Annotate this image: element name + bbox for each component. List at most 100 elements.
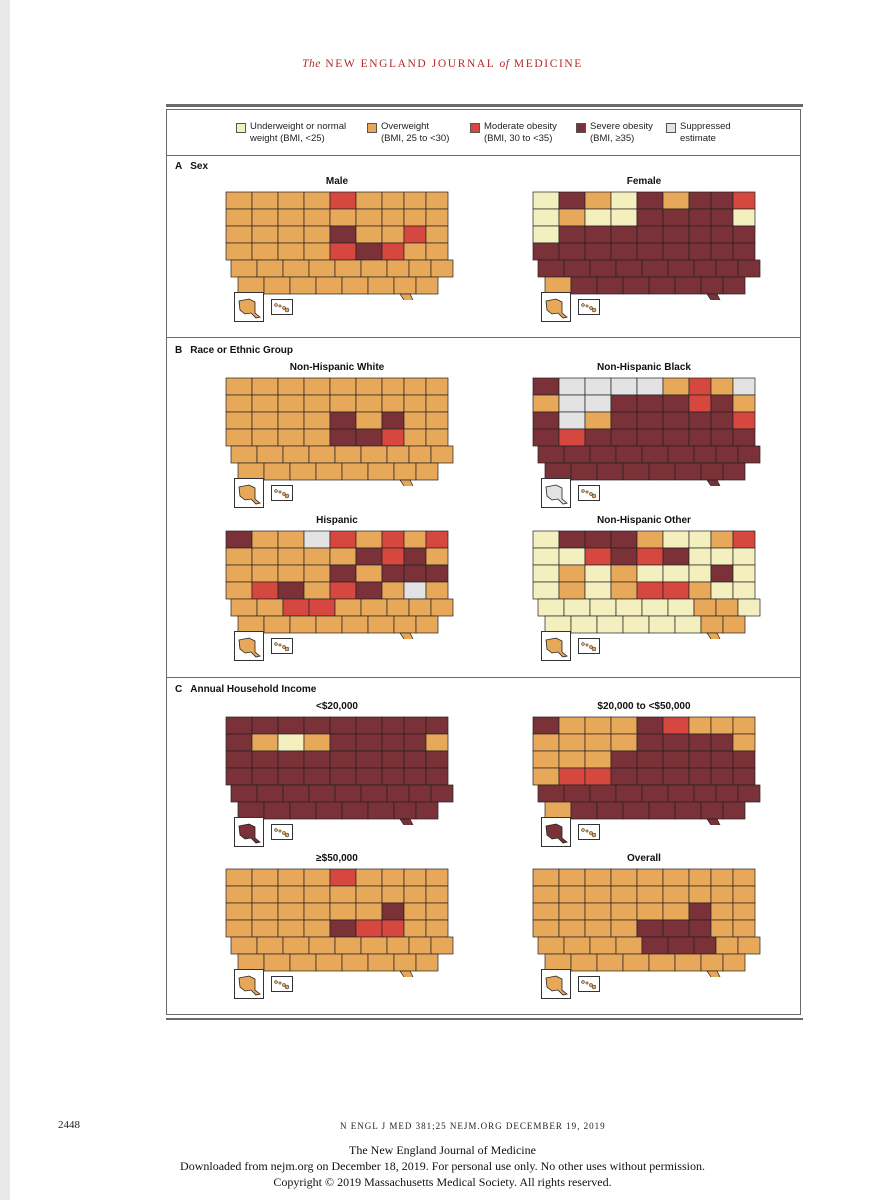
- legend-label: Overweight: [381, 121, 430, 132]
- state-region: [277, 767, 305, 786]
- alaska-inset: [541, 969, 571, 999]
- hawaii-island: [282, 306, 286, 310]
- alaska-inset: [234, 817, 264, 847]
- state-region: [251, 581, 279, 600]
- state-region: [225, 885, 253, 904]
- state-region: [289, 953, 317, 972]
- florida-peninsula: [399, 970, 414, 977]
- state-region: [636, 191, 664, 210]
- section-title: Race or Ethnic Group: [190, 345, 294, 356]
- state-region: [710, 919, 734, 938]
- state-region: [610, 564, 638, 583]
- citation-line: N ENGL J MED 381;25 NEJM.ORG DECEMBER 19…: [340, 1121, 606, 1131]
- state-region: [710, 733, 734, 752]
- state-region: [403, 242, 427, 261]
- alaska-inset: [234, 292, 264, 322]
- state-region: [693, 445, 717, 464]
- state-region: [662, 902, 690, 921]
- state-region: [403, 225, 427, 244]
- legend-swatch: [470, 123, 480, 133]
- state-region: [381, 902, 405, 921]
- state-region: [381, 377, 405, 396]
- state-region: [425, 225, 449, 244]
- us-map: [225, 191, 454, 300]
- state-region: [662, 750, 690, 769]
- state-region: [688, 208, 712, 227]
- state-region: [662, 191, 690, 210]
- hawaii-icon: [274, 828, 290, 838]
- state-region: [610, 208, 638, 227]
- state-region: [584, 919, 612, 938]
- hawaii-icon: [581, 303, 597, 313]
- state-region: [570, 276, 598, 295]
- hawaii-island: [274, 489, 278, 493]
- state-region: [225, 411, 253, 430]
- map-panel-income-50000-plus: ≥$50,000: [212, 853, 482, 1008]
- hawaii-inset: [578, 824, 600, 840]
- hawaii-icon: [581, 980, 597, 990]
- hawaii-island: [581, 980, 585, 984]
- state-region: [667, 259, 695, 278]
- state-region: [622, 276, 650, 295]
- map-panel-income-20000-to-50000: $20,000 to <$50,000: [519, 701, 789, 856]
- state-region: [662, 733, 690, 752]
- state-region: [610, 530, 638, 549]
- state-region: [584, 902, 612, 921]
- hawaii-island: [581, 642, 585, 646]
- state-region: [532, 394, 560, 413]
- state-region: [225, 191, 253, 210]
- state-region: [688, 868, 712, 887]
- state-region: [532, 547, 560, 566]
- state-region: [732, 242, 756, 261]
- state-region: [674, 615, 702, 634]
- us-map: [225, 716, 454, 825]
- state-region: [425, 919, 449, 938]
- state-region: [662, 394, 690, 413]
- state-region: [225, 902, 253, 921]
- state-region: [277, 919, 305, 938]
- state-region: [732, 411, 756, 430]
- section-divider: [167, 337, 800, 338]
- state-region: [386, 445, 410, 464]
- state-region: [225, 564, 253, 583]
- state-region: [263, 276, 291, 295]
- state-region: [403, 581, 427, 600]
- state-region: [303, 191, 331, 210]
- state-region: [282, 445, 310, 464]
- state-region: [732, 225, 756, 244]
- state-region: [393, 276, 417, 295]
- state-region: [308, 784, 336, 803]
- state-region: [341, 801, 369, 820]
- state-region: [403, 547, 427, 566]
- state-region: [662, 208, 690, 227]
- state-region: [303, 411, 331, 430]
- state-region: [277, 191, 305, 210]
- state-region: [329, 564, 357, 583]
- us-map: [532, 868, 761, 977]
- state-region: [558, 767, 586, 786]
- state-region: [596, 615, 624, 634]
- state-region: [329, 885, 357, 904]
- state-region: [282, 259, 310, 278]
- state-region: [230, 259, 258, 278]
- state-region: [641, 259, 669, 278]
- state-region: [710, 191, 734, 210]
- state-region: [688, 377, 712, 396]
- state-region: [277, 411, 305, 430]
- state-region: [381, 547, 405, 566]
- state-region: [558, 377, 586, 396]
- state-region: [532, 411, 560, 430]
- state-region: [584, 191, 612, 210]
- hawaii-icon: [274, 642, 290, 652]
- state-region: [230, 598, 258, 617]
- state-region: [303, 428, 331, 447]
- state-region: [610, 581, 638, 600]
- state-region: [710, 868, 734, 887]
- florida-peninsula: [706, 293, 721, 300]
- state-region: [303, 716, 331, 735]
- state-region: [334, 784, 362, 803]
- state-region: [393, 953, 417, 972]
- state-region: [225, 547, 253, 566]
- state-region: [329, 750, 357, 769]
- state-region: [674, 276, 702, 295]
